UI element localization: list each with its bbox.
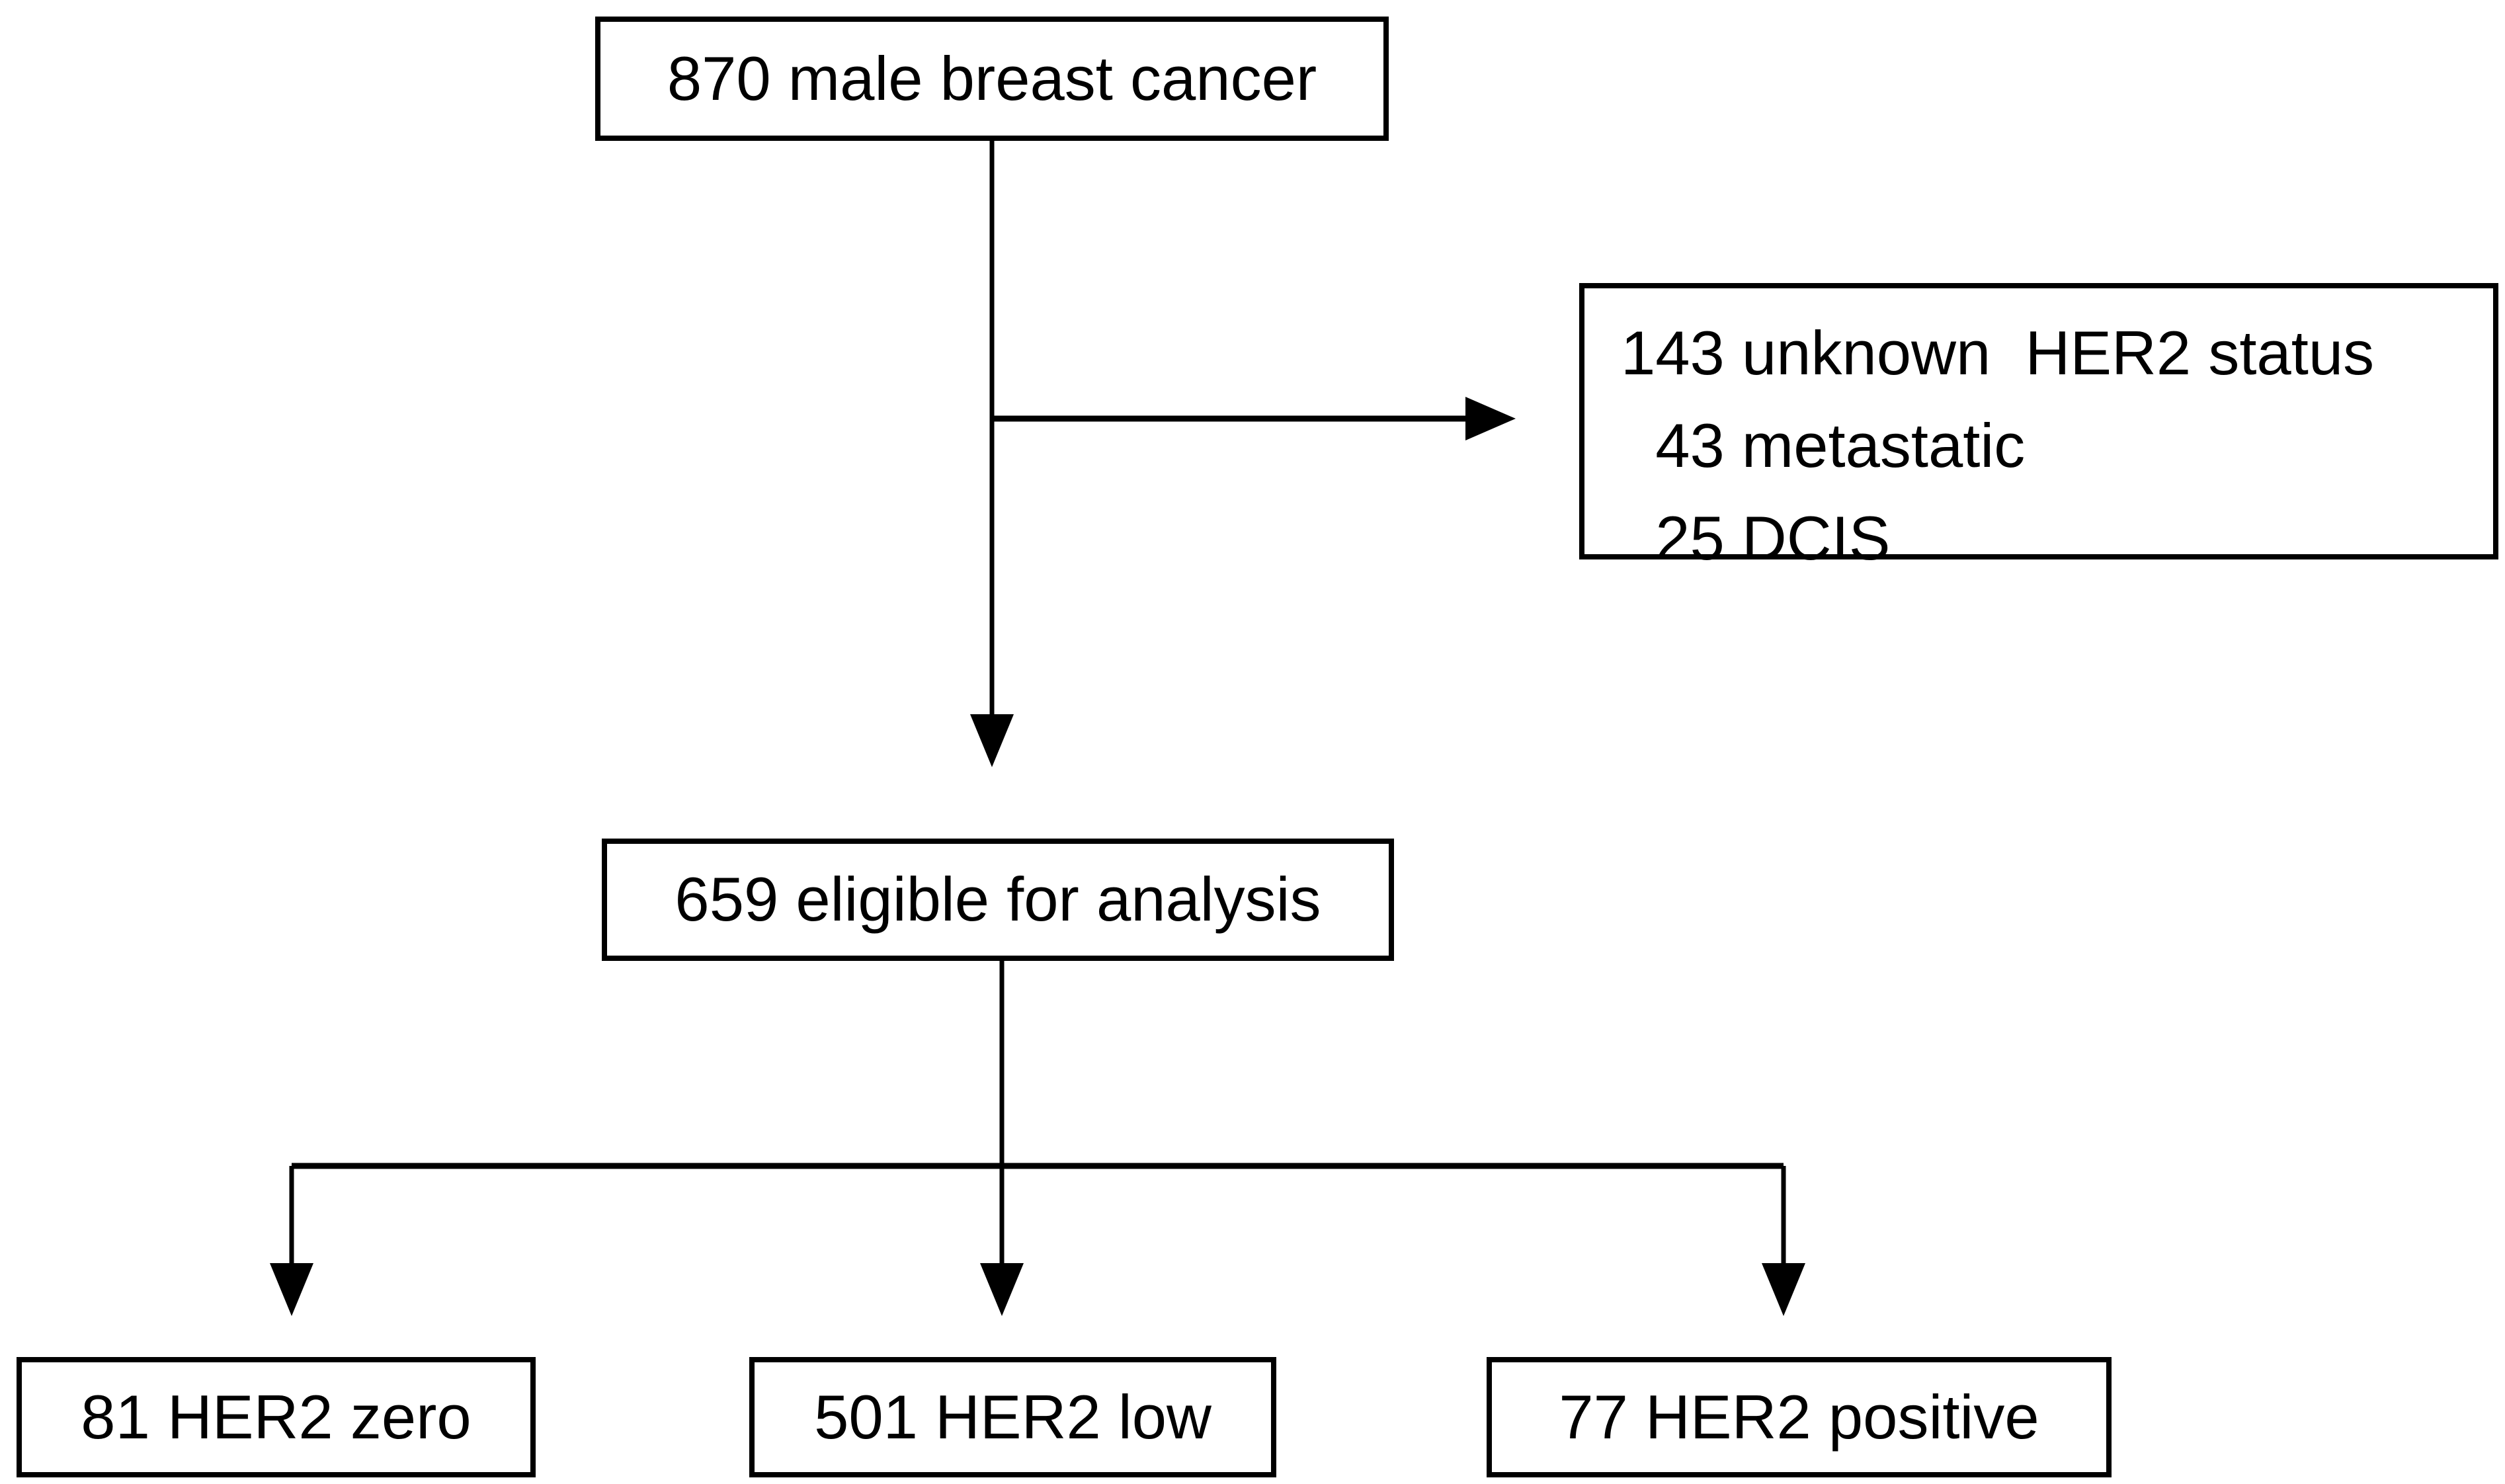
node-her2-positive-label: 77 HER2 positive	[1559, 1381, 2039, 1452]
node-total-box: 870 male breast cancer	[595, 17, 1389, 141]
node-her2-low-box: 501 HER2 low	[749, 1357, 1276, 1477]
arrowhead-down-her2-low-icon	[980, 1263, 1024, 1316]
node-her2-positive-box: 77 HER2 positive	[1487, 1357, 2112, 1477]
node-her2-low-label: 501 HER2 low	[814, 1381, 1211, 1452]
node-her2-zero-label: 81 HER2 zero	[81, 1381, 472, 1452]
node-excluded-box: 143 unknown HER2 status 43 metastatic 25…	[1579, 283, 2498, 573]
arrowhead-down-her2-zero-icon	[270, 1263, 313, 1316]
arrowhead-down-her2-positive-icon	[1762, 1263, 1805, 1316]
excluded-line-unknown-her2: 143 unknown HER2 status	[1621, 318, 2375, 388]
node-eligible-box: 659 eligible for analysis	[602, 839, 1394, 961]
node-total-label: 870 male breast cancer	[667, 43, 1317, 113]
arrowhead-down-eligible-icon	[970, 714, 1014, 767]
excluded-line-dcis: 25 DCIS	[1621, 503, 1891, 573]
excluded-line-metastatic: 43 metastatic	[1621, 411, 2026, 480]
node-eligible-label: 659 eligible for analysis	[675, 864, 1321, 934]
arrowhead-right-excluded-icon	[1465, 397, 1516, 440]
node-her2-zero-box: 81 HER2 zero	[17, 1357, 536, 1477]
